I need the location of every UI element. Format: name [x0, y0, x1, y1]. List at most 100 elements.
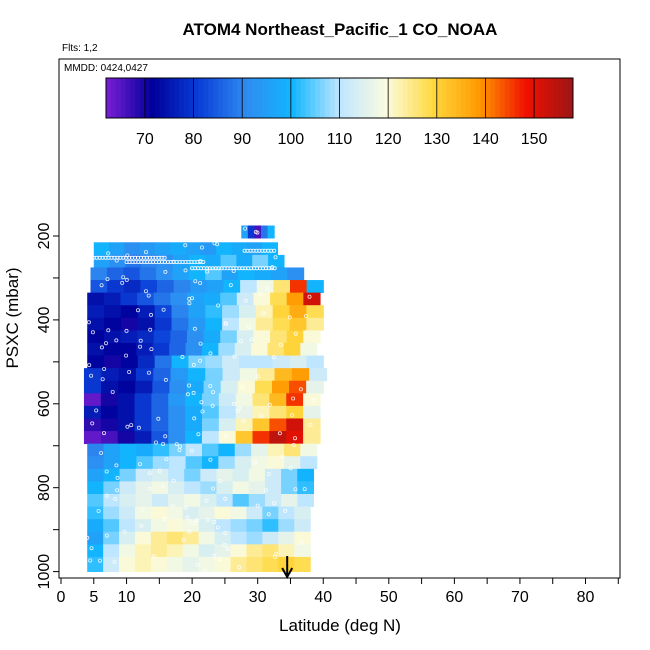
- heatmap-cell: [238, 355, 257, 369]
- colorbar-segment: [276, 78, 282, 118]
- heatmap-cell: [281, 481, 298, 495]
- colorbar-tick-label: 120: [375, 131, 402, 148]
- sample-point: [253, 460, 258, 465]
- heatmap-cell: [120, 342, 137, 356]
- sample-point: [272, 248, 277, 253]
- heatmap-cell: [150, 519, 168, 533]
- colorbar-segment: [495, 78, 501, 118]
- heatmap-cell: [182, 544, 200, 558]
- heatmap-cell: [214, 519, 232, 533]
- sample-point: [183, 505, 188, 510]
- heatmap-cell: [278, 531, 295, 545]
- colorbar-segment: [393, 78, 399, 118]
- sample-point: [266, 512, 271, 517]
- heatmap-cell: [221, 267, 239, 281]
- heatmap-cell: [254, 267, 272, 281]
- heatmap-cell: [200, 493, 218, 507]
- heatmap-cell: [220, 380, 239, 394]
- colorbar-segment: [315, 78, 321, 118]
- colorbar-segment: [183, 78, 190, 118]
- heatmap-cell: [286, 431, 304, 445]
- sample-point: [113, 496, 118, 501]
- heatmap-cell: [289, 380, 307, 394]
- heatmap-cell: [136, 342, 154, 356]
- heatmap-cell: [238, 267, 256, 281]
- heatmap-cell: [103, 519, 120, 533]
- heatmap-cell: [262, 242, 278, 256]
- heatmap-cell: [103, 493, 121, 507]
- heatmap-cell: [237, 380, 256, 394]
- colorbar-segment: [324, 78, 331, 118]
- heatmap-cell: [119, 519, 136, 533]
- sample-point: [177, 448, 182, 453]
- sample-point: [148, 327, 153, 332]
- sample-point: [288, 466, 293, 471]
- heatmap-cell: [168, 481, 185, 495]
- heatmap-cell: [287, 267, 305, 281]
- heatmap-cell: [134, 531, 152, 545]
- sample-point: [164, 457, 169, 462]
- heatmap-cells: [83, 225, 328, 572]
- heatmap-cell: [267, 443, 285, 457]
- sample-point: [235, 408, 240, 413]
- sample-point: [198, 280, 203, 285]
- sample-point: [208, 457, 213, 462]
- heatmap-cell: [201, 443, 219, 457]
- heatmap-cell: [119, 531, 136, 545]
- heatmap-cell: [185, 393, 203, 407]
- heatmap-cell: [269, 393, 287, 407]
- heatmap-cell: [103, 481, 121, 495]
- heatmap-cell: [203, 330, 221, 344]
- heatmap-cell: [232, 481, 250, 495]
- heatmap-cell: [156, 267, 174, 281]
- colorbar-tick-label: 150: [521, 131, 548, 148]
- colorbar-segment: [120, 78, 126, 118]
- heatmap-cell: [120, 330, 138, 344]
- colorbar-segment: [490, 78, 496, 118]
- sample-point: [124, 328, 129, 333]
- sample-point: [274, 551, 279, 556]
- sample-point: [263, 488, 268, 493]
- sample-point: [204, 498, 209, 503]
- sample-point: [115, 475, 120, 480]
- marker-arrow-head: [281, 567, 294, 580]
- heatmap-cell: [106, 267, 124, 281]
- y-tick-label: 400: [36, 306, 53, 333]
- heatmap-cell: [252, 418, 270, 432]
- heatmap-cell: [154, 242, 171, 256]
- heatmap-cell: [200, 242, 217, 256]
- heatmap-cell: [303, 330, 321, 344]
- heatmap-cell: [170, 242, 187, 256]
- sample-point: [96, 508, 101, 513]
- sample-point: [106, 251, 111, 256]
- heatmap-cell: [87, 519, 104, 533]
- heatmap-cell: [232, 468, 250, 482]
- heatmap-cell: [137, 317, 156, 331]
- heatmap-cell: [87, 330, 105, 344]
- sample-point: [303, 313, 308, 318]
- sample-point: [192, 416, 197, 421]
- heatmap-cell: [294, 519, 311, 533]
- sample-point: [215, 242, 220, 247]
- sample-point: [196, 432, 201, 437]
- sample-point: [147, 471, 152, 476]
- colorbar-segment: [558, 78, 564, 118]
- sample-point: [181, 538, 186, 543]
- heatmap-cell: [137, 330, 155, 344]
- heatmap-cell: [186, 380, 205, 394]
- heatmap-cell: [169, 380, 188, 394]
- heatmap-cell: [101, 368, 120, 382]
- sample-point: [273, 255, 278, 260]
- heatmap-cell: [87, 481, 104, 495]
- heatmap-cell: [286, 418, 304, 432]
- sample-point: [290, 412, 295, 417]
- heatmap-cell: [135, 468, 153, 482]
- sample-point: [138, 338, 143, 343]
- sample-point: [208, 351, 213, 356]
- heatmap-cell: [246, 242, 263, 256]
- heatmap-cell: [218, 443, 236, 457]
- sample-point: [138, 344, 143, 349]
- heatmap-cell: [117, 405, 136, 419]
- sample-point: [195, 562, 200, 567]
- sample-point: [278, 342, 283, 347]
